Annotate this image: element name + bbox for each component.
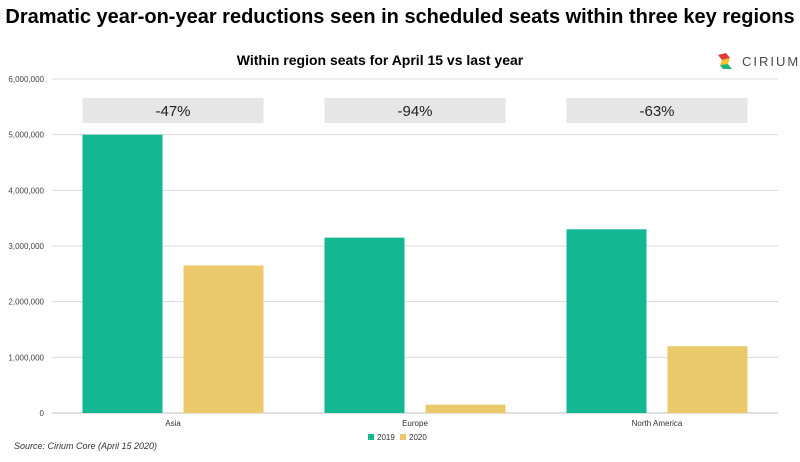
y-tick-label: 4,000,000 xyxy=(8,186,44,195)
x-tick-label: Europe xyxy=(402,419,428,428)
y-tick-label: 0 xyxy=(40,409,45,418)
source-note: Source: Cirium Core (April 15 2020) xyxy=(14,441,158,451)
cirium-logo-icon xyxy=(718,53,732,69)
x-tick-label: Asia xyxy=(165,419,181,428)
bar-2020-europe xyxy=(425,404,506,413)
y-tick-label: 3,000,000 xyxy=(8,242,44,251)
y-tick-label: 5,000,000 xyxy=(8,131,44,140)
legend-label: 2019 xyxy=(377,433,395,442)
y-tick-label: 2,000,000 xyxy=(8,298,44,307)
x-tick-label: North America xyxy=(632,419,683,428)
bar-2019-europe xyxy=(324,237,405,413)
change-box xyxy=(566,98,748,123)
legend-swatch xyxy=(400,434,406,440)
bar-2020-asia xyxy=(183,265,264,413)
headline: Dramatic year-on-year reductions seen in… xyxy=(5,6,795,28)
change-box xyxy=(324,98,506,123)
brand-logo: CIRIUM xyxy=(716,52,800,70)
change-label: -63% xyxy=(639,103,674,120)
legend-label: 2020 xyxy=(409,433,427,442)
change-label: -94% xyxy=(397,103,432,120)
bar-2019-asia xyxy=(82,134,163,413)
change-label: -47% xyxy=(155,103,190,120)
bar-2020-north-america xyxy=(667,346,748,413)
y-tick-label: 1,000,000 xyxy=(8,353,44,362)
bar-2019-north-america xyxy=(566,229,647,413)
legend-swatch xyxy=(368,434,374,440)
chart-title: Within region seats for April 15 vs last… xyxy=(237,52,524,68)
change-box xyxy=(82,98,264,123)
y-tick-label: 6,000,000 xyxy=(8,75,44,84)
brand-name: CIRIUM xyxy=(742,53,800,69)
